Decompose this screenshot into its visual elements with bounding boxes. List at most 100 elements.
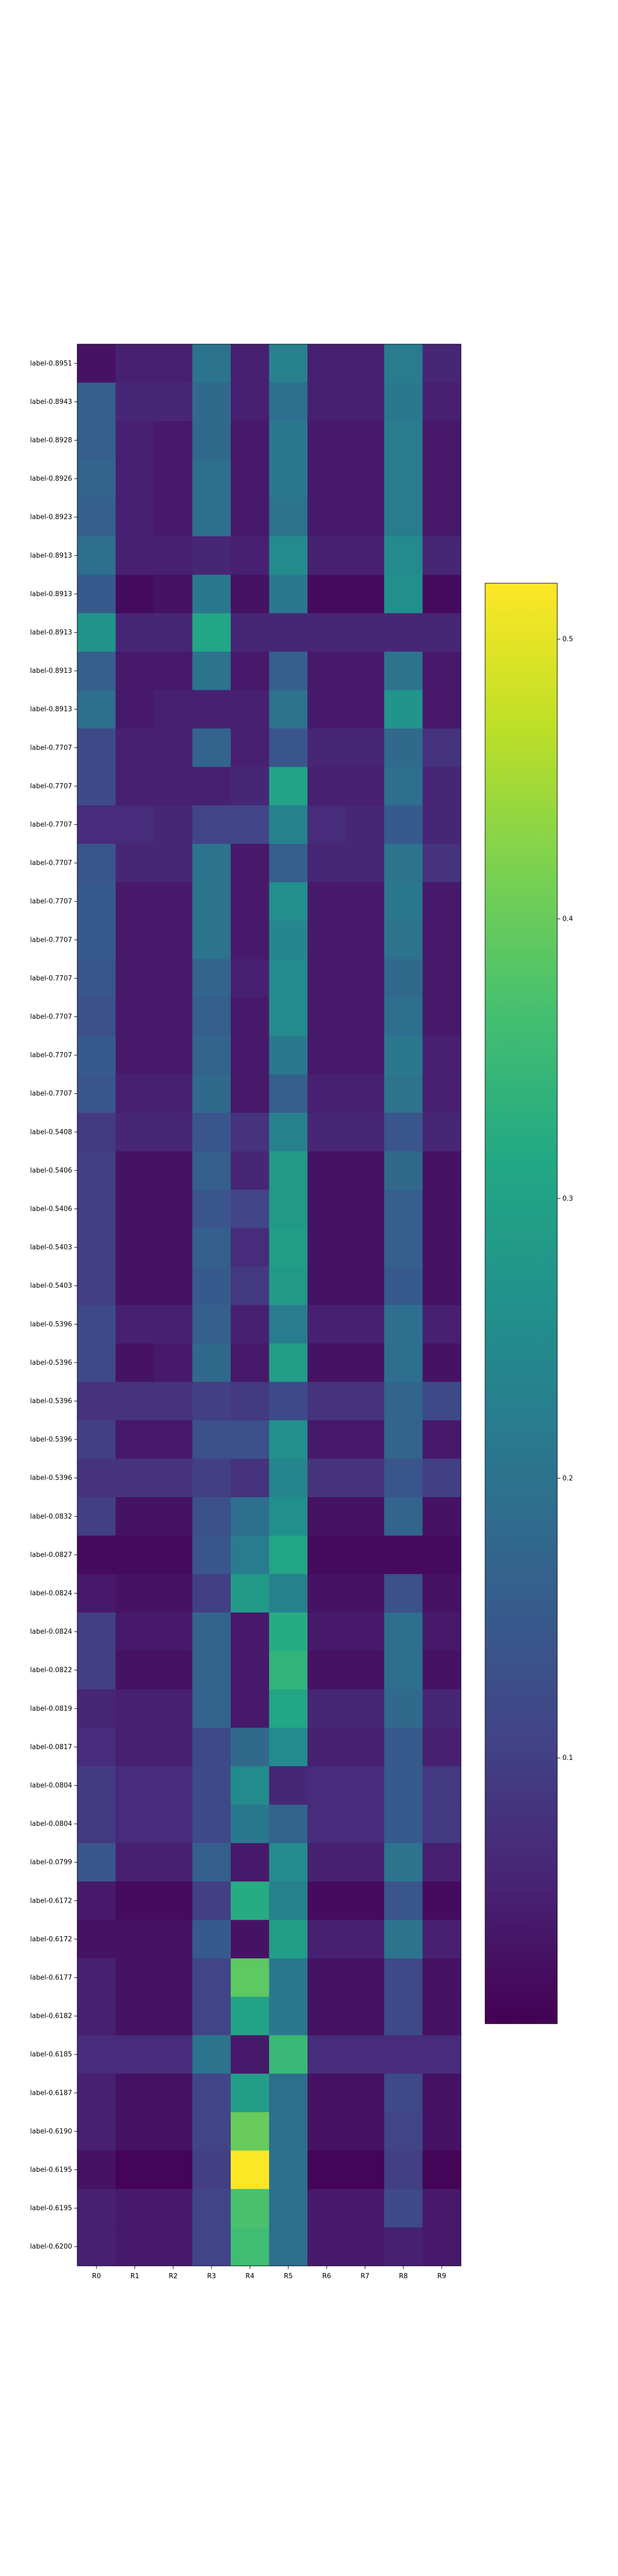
heatmap-cell-r44-c9: [422, 2035, 461, 2074]
heatmap-cell-r29-c4: [231, 1459, 270, 1498]
heatmap-cell-r18-c9: [422, 1036, 461, 1075]
heatmap-cell-r24-c2: [154, 1266, 193, 1306]
heatmap-cell-r5-c2: [154, 536, 193, 575]
heatmap-cell-r10-c8: [384, 728, 423, 768]
heatmap-cell-r39-c0: [77, 1843, 116, 1882]
heatmap-cell-r26-c5: [269, 1343, 308, 1382]
heatmap-cell-r3-c5: [269, 459, 308, 498]
heatmap-cell-r23-c6: [307, 1228, 347, 1267]
heatmap-cell-r38-c2: [154, 1804, 193, 1843]
heatmap-cell-r20-c1: [115, 1113, 154, 1152]
heatmap-cell-r45-c5: [269, 2074, 308, 2113]
heatmap-cell-r18-c2: [154, 1036, 193, 1075]
heatmap-cell-r18-c0: [77, 1036, 116, 1075]
heatmap-cell-r15-c4: [231, 921, 270, 960]
heatmap-cell-r38-c1: [115, 1804, 154, 1843]
heatmap-cell-r20-c8: [384, 1113, 423, 1152]
row-tick-label: label-0.7707: [30, 898, 72, 906]
heatmap-cell-r47-c3: [192, 2150, 231, 2190]
column-tick-label: R8: [399, 2273, 408, 2280]
heatmap-cell-r25-c3: [192, 1305, 231, 1344]
heatmap-cell-r13-c3: [192, 843, 231, 883]
heatmap-cell-r49-c0: [77, 2227, 116, 2266]
colorbar-gradient: [485, 583, 558, 2024]
heatmap-cell-r24-c6: [307, 1266, 347, 1306]
heatmap-cell-r11-c1: [115, 767, 154, 806]
heatmap-cell-r45-c2: [154, 2074, 193, 2113]
heatmap-cell-r42-c6: [307, 1958, 347, 1997]
heatmap-cell-r19-c2: [154, 1074, 193, 1113]
heatmap-cell-r13-c0: [77, 843, 116, 883]
heatmap-cell-r21-c9: [422, 1151, 461, 1190]
heatmap-cell-r0-c3: [192, 344, 231, 383]
heatmap-cell-r21-c2: [154, 1151, 193, 1190]
heatmap-cell-r29-c1: [115, 1459, 154, 1498]
row-tick-label: label-0.7707: [30, 975, 72, 982]
row-tick-label: label-0.0804: [30, 1820, 72, 1828]
heatmap-cell-r48-c4: [231, 2189, 270, 2228]
heatmap-cell-r35-c3: [192, 1689, 231, 1728]
row-tick-label: label-0.5406: [30, 1206, 72, 1213]
heatmap-cell-r30-c5: [269, 1497, 308, 1536]
heatmap-cell-r28-c9: [422, 1420, 461, 1459]
heatmap-cell-r22-c1: [115, 1190, 154, 1229]
heatmap-cell-r5-c1: [115, 536, 154, 575]
heatmap-cell-r18-c7: [346, 1036, 385, 1075]
heatmap-cell-r20-c0: [77, 1113, 116, 1152]
row-tick-label: label-0.7707: [30, 1090, 72, 1098]
heatmap-cell-r20-c3: [192, 1113, 231, 1152]
heatmap-cell-r40-c8: [384, 1882, 423, 1921]
heatmap-cell-r36-c1: [115, 1727, 154, 1767]
heatmap-cell-r40-c9: [422, 1882, 461, 1921]
heatmap-cell-r3-c7: [346, 459, 385, 498]
heatmap-cell-r44-c6: [307, 2035, 347, 2074]
heatmap-cell-r19-c8: [384, 1074, 423, 1113]
heatmap-cell-r34-c5: [269, 1651, 308, 1690]
heatmap-cell-r36-c8: [384, 1727, 423, 1767]
heatmap-cell-r12-c8: [384, 805, 423, 844]
heatmap-cell-r36-c5: [269, 1727, 308, 1767]
heatmap-cell-r12-c7: [346, 805, 385, 844]
heatmap-cell-r31-c2: [154, 1535, 193, 1574]
heatmap-cell-r36-c4: [231, 1727, 270, 1767]
heatmap-cell-r31-c4: [231, 1535, 270, 1574]
heatmap-cell-r31-c8: [384, 1535, 423, 1574]
heatmap-cell-r43-c3: [192, 1996, 231, 2036]
heatmap-cell-r35-c1: [115, 1689, 154, 1728]
heatmap-cell-r33-c3: [192, 1612, 231, 1651]
colorbar-tick-label: 0.1: [562, 1754, 573, 1762]
heatmap-cell-r4-c6: [307, 498, 347, 537]
heatmap-cell-r39-c5: [269, 1843, 308, 1882]
heatmap-cell-r33-c1: [115, 1612, 154, 1651]
heatmap-cell-r30-c4: [231, 1497, 270, 1536]
column-tick-label: R3: [207, 2273, 216, 2280]
heatmap-cell-r45-c7: [346, 2074, 385, 2113]
row-tick-label: label-0.5396: [30, 1475, 72, 1482]
heatmap-cell-r14-c0: [77, 882, 116, 921]
heatmap-cell-r11-c6: [307, 767, 347, 806]
heatmap-cell-r7-c4: [231, 613, 270, 652]
heatmap-cell-r17-c5: [269, 997, 308, 1037]
heatmap-cell-r19-c5: [269, 1074, 308, 1113]
heatmap-cell-r31-c5: [269, 1535, 308, 1574]
heatmap-cell-r36-c3: [192, 1727, 231, 1767]
heatmap-cell-r47-c8: [384, 2150, 423, 2190]
heatmap-cell-r34-c6: [307, 1651, 347, 1690]
heatmap-cell-r13-c8: [384, 843, 423, 883]
heatmap-cell-r36-c0: [77, 1727, 116, 1767]
heatmap-cell-r41-c0: [77, 1920, 116, 1959]
colorbar: 0.1 0.2 0.3 0.4 0.5: [485, 583, 573, 2024]
heatmap-cell-r16-c5: [269, 959, 308, 998]
row-tick-label: label-0.5403: [30, 1244, 72, 1251]
heatmap-cell-r33-c7: [346, 1612, 385, 1651]
row-tick-label: label-0.8913: [30, 706, 72, 714]
heatmap-cell-r9-c8: [384, 690, 423, 729]
heatmap-cell-r20-c6: [307, 1113, 347, 1152]
heatmap-cell-r40-c4: [231, 1882, 270, 1921]
heatmap-cell-r27-c3: [192, 1382, 231, 1421]
heatmap-cell-r33-c6: [307, 1612, 347, 1651]
heatmap-cell-r46-c1: [115, 2112, 154, 2151]
heatmap-cell-r13-c7: [346, 843, 385, 883]
row-tick-label: label-0.7707: [30, 936, 72, 944]
heatmap-cell-r45-c6: [307, 2074, 347, 2113]
